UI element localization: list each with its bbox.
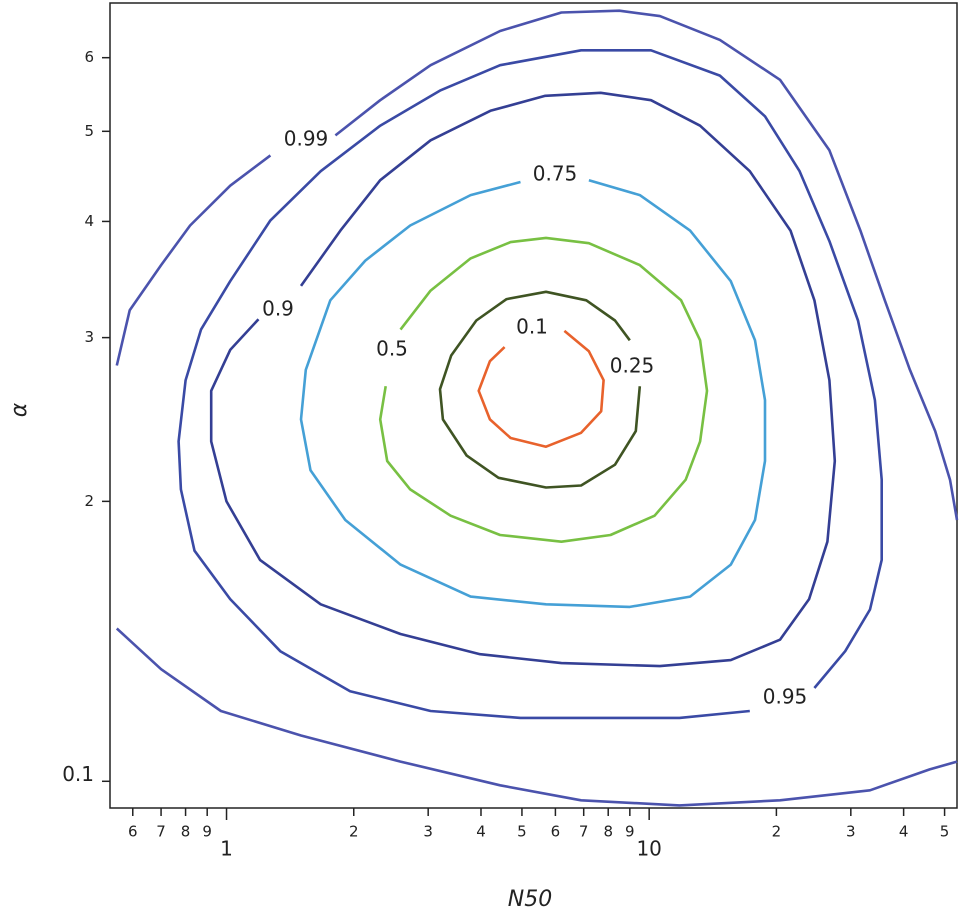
x-tick-label: 6 bbox=[551, 823, 561, 841]
x-tick-label: 10 bbox=[636, 837, 661, 861]
contour-label: 0.95 bbox=[763, 685, 808, 709]
x-tick-label: 9 bbox=[202, 823, 212, 841]
contour-label: 0.5 bbox=[376, 337, 408, 361]
contour-label: 0.1 bbox=[516, 315, 548, 339]
contour-line bbox=[115, 9, 959, 807]
x-tick-label: 4 bbox=[476, 823, 486, 841]
x-axis-label: N50 bbox=[508, 887, 552, 912]
x-tick-label: 2 bbox=[349, 823, 359, 841]
x-tick-label: 8 bbox=[603, 823, 613, 841]
x-tick-label: 9 bbox=[625, 823, 635, 841]
y-tick-label: 0.1 bbox=[62, 762, 94, 786]
contour-line bbox=[177, 49, 883, 720]
x-tick-label: 3 bbox=[846, 823, 856, 841]
x-tick-label: 3 bbox=[423, 823, 433, 841]
contour-line bbox=[299, 178, 767, 609]
x-tick-label: 2 bbox=[772, 823, 782, 841]
x-tick-label: 1 bbox=[220, 837, 233, 861]
x-tick-label: 7 bbox=[579, 823, 589, 841]
contour-label: 0.25 bbox=[610, 354, 655, 378]
contour-line bbox=[477, 329, 605, 448]
x-tick-label: 5 bbox=[940, 823, 950, 841]
y-tick-label: 3 bbox=[84, 328, 94, 346]
y-tick-label: 5 bbox=[84, 122, 94, 140]
contour-line bbox=[378, 236, 709, 543]
y-axis-label: α bbox=[7, 402, 32, 417]
y-tick-label: 6 bbox=[84, 48, 94, 66]
contour-label: 0.9 bbox=[262, 297, 294, 321]
x-tick-label: 8 bbox=[181, 823, 191, 841]
contour-line bbox=[438, 290, 642, 489]
contour-label: 0.99 bbox=[284, 127, 329, 151]
y-tick-label: 2 bbox=[84, 492, 94, 510]
y-tick-label: 4 bbox=[84, 212, 94, 230]
x-tick-label: 7 bbox=[156, 823, 166, 841]
plot-frame bbox=[109, 2, 958, 809]
contour-label: 0.75 bbox=[533, 162, 578, 186]
x-tick-label: 5 bbox=[517, 823, 527, 841]
x-tick-label: 4 bbox=[899, 823, 909, 841]
contour-line bbox=[209, 91, 837, 668]
x-tick-label: 6 bbox=[128, 823, 138, 841]
